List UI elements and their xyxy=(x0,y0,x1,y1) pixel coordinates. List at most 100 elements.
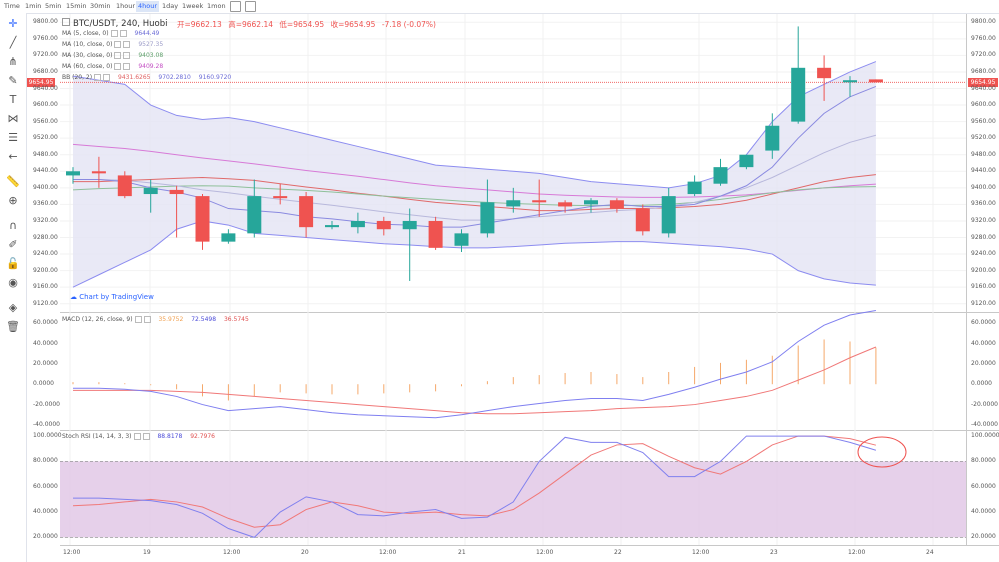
price-tick-label-left: 9720.00 xyxy=(33,51,58,59)
close-icon[interactable] xyxy=(143,316,151,323)
close-icon[interactable] xyxy=(123,63,131,70)
timeframe-1hour[interactable]: 1hour xyxy=(116,2,136,10)
bb-mid-value: 9431.6265 xyxy=(118,74,151,81)
time-tick-label: 19 xyxy=(143,549,151,556)
macd-tick-label: 0.0000 xyxy=(971,380,992,388)
brush-icon[interactable]: ✎ xyxy=(8,74,18,87)
settings-icon[interactable] xyxy=(110,30,118,37)
macd-tick-label: 40.0000 xyxy=(971,339,996,347)
candle-style-icon[interactable] xyxy=(230,1,241,12)
candle-body xyxy=(428,220,443,248)
price-tick-label-left: 9240.00 xyxy=(33,250,58,258)
candle-body xyxy=(584,200,598,205)
time-tick-label: 12:00 xyxy=(692,549,710,556)
price-tick-label: 9760.00 xyxy=(971,34,996,42)
current-price-tag: 9654.95 xyxy=(968,78,998,87)
candle-body xyxy=(91,171,106,174)
settings-icon[interactable] xyxy=(133,433,141,440)
price-tick-label-left: 9800.00 xyxy=(33,18,58,26)
candle-body xyxy=(169,189,184,195)
timeframe-4hour[interactable]: 4hour xyxy=(136,1,160,12)
macd-tick-label-left: 40.0000 xyxy=(33,339,58,347)
price-tick-label: 9440.00 xyxy=(971,167,996,175)
close-icon[interactable] xyxy=(119,30,127,37)
indicator-label: MA (5, close, 0) xyxy=(62,30,109,37)
eye-icon[interactable]: ◉ xyxy=(8,276,18,289)
indicator-ma5[interactable]: MA (5, close, 0) 9644.49 xyxy=(62,30,159,37)
close-icon[interactable] xyxy=(103,74,111,81)
timeframe-toolbar: Time 1min 5min 15min 30min 1hour 4hour 1… xyxy=(0,0,999,14)
lock-icon[interactable]: 🔓 xyxy=(6,257,20,270)
timeframe-1min[interactable]: 1min xyxy=(25,2,42,10)
crosshair-icon[interactable]: ✛ xyxy=(8,17,18,30)
timeframe-1day[interactable]: 1day xyxy=(162,2,179,10)
settings-icon[interactable] xyxy=(114,63,122,70)
candle-body xyxy=(506,200,521,207)
pitchfork-icon[interactable]: ⋔ xyxy=(8,55,18,68)
draw-mode-icon[interactable]: ✐ xyxy=(8,238,18,251)
indicator-value: 9403.08 xyxy=(138,52,164,59)
price-tick-label: 9640.00 xyxy=(971,84,996,92)
price-tick-label: 9480.00 xyxy=(971,150,996,158)
back-arrow-icon[interactable]: ← xyxy=(8,150,18,163)
candle-body xyxy=(765,125,780,151)
stoch-k-line xyxy=(73,435,877,538)
timeframe-15min[interactable]: 15min xyxy=(66,2,87,10)
rsi-tick-label: 40.0000 xyxy=(971,508,996,516)
settings-icon[interactable] xyxy=(94,74,102,81)
tradingview-watermark[interactable]: ☁ Chart by TradingView xyxy=(70,293,154,301)
stoch-rsi-legend[interactable]: Stoch RSI (14, 14, 3, 3) 88.8178 92.7976 xyxy=(62,433,215,440)
price-tick-label: 9680.00 xyxy=(971,67,996,75)
ma60-line xyxy=(72,143,876,198)
trend-line-icon[interactable]: ╱ xyxy=(9,36,17,49)
price-tick-label-left: 9160.00 xyxy=(33,283,58,291)
close-icon[interactable] xyxy=(123,52,131,59)
indicator-ma60[interactable]: MA (60, close, 0) 9409.28 xyxy=(62,63,163,70)
close-icon[interactable] xyxy=(142,433,150,440)
layers-icon[interactable]: ◈ xyxy=(8,301,18,314)
zoom-icon[interactable]: ⊕ xyxy=(8,194,18,207)
time-tick-label: 22 xyxy=(614,549,622,556)
ohlc-values: 开=9662.13 高=9662.14 低=9654.95 收=9654.95 … xyxy=(177,19,440,30)
fib-icon[interactable]: ☰ xyxy=(8,131,18,144)
candle-body xyxy=(609,200,624,209)
cloud-icon: ☁ xyxy=(70,293,77,301)
pattern-icon[interactable]: ⋈ xyxy=(7,112,19,125)
timeframe-1week[interactable]: 1week xyxy=(182,2,204,10)
price-tick-label: 9720.00 xyxy=(971,51,996,59)
indicators-icon[interactable] xyxy=(245,1,256,12)
indicator-label: MA (10, close, 0) xyxy=(62,41,113,48)
indicator-label: MA (30, close, 0) xyxy=(62,52,113,59)
candle-body xyxy=(558,202,573,207)
timeframe-30min[interactable]: 30min xyxy=(90,2,111,10)
price-tick-label: 9240.00 xyxy=(971,250,996,258)
close-icon[interactable] xyxy=(123,41,131,48)
settings-icon[interactable] xyxy=(114,41,122,48)
indicator-bb[interactable]: BB (20, 2) 9431.6265 9702.2810 9160.9720 xyxy=(62,74,231,81)
macd-line-value: 72.5498 xyxy=(191,316,217,323)
macd-line xyxy=(73,309,876,419)
indicator-ma30[interactable]: MA (30, close, 0) 9403.08 xyxy=(62,52,163,59)
settings-icon[interactable] xyxy=(114,52,122,59)
text-icon[interactable]: T xyxy=(9,93,17,106)
rsi-tick-label-left: 20.0000 xyxy=(33,533,58,541)
price-tick-label: 9200.00 xyxy=(971,266,996,274)
price-tick-label: 9320.00 xyxy=(971,216,996,224)
rsi-tick-label: 100.0000 xyxy=(971,432,999,440)
macd-tick-label-left: 0.0000 xyxy=(33,380,54,388)
stoch-rsi-label: Stoch RSI (14, 14, 3, 3) xyxy=(62,433,132,440)
macd-legend[interactable]: MACD (12, 26, close, 9) 35.9752 72.5498 … xyxy=(62,316,249,323)
time-tick-label: 21 xyxy=(458,549,466,556)
candle-body xyxy=(817,67,832,79)
timeframe-time[interactable]: Time xyxy=(4,2,20,10)
indicator-ma10[interactable]: MA (10, close, 0) 9527.35 xyxy=(62,41,163,48)
magnet-icon[interactable]: ∩ xyxy=(8,219,18,232)
collapse-icon[interactable] xyxy=(62,18,70,26)
ruler-icon[interactable]: 📏 xyxy=(6,175,20,188)
indicator-label: BB (20, 2) xyxy=(62,74,93,81)
settings-icon[interactable] xyxy=(134,316,142,323)
timeframe-1mon[interactable]: 1mon xyxy=(207,2,226,10)
timeframe-5min[interactable]: 5min xyxy=(45,2,62,10)
trash-icon[interactable]: 🗑 xyxy=(6,320,20,333)
